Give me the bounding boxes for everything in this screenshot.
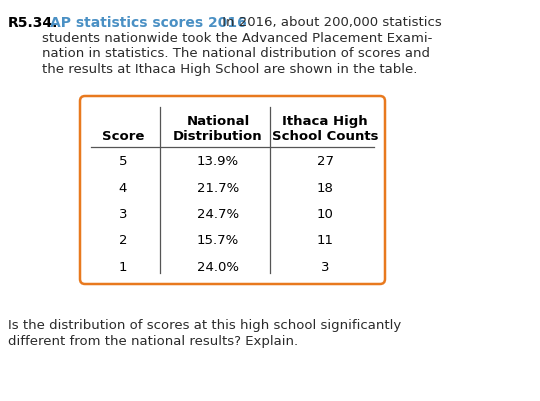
Text: 13.9%: 13.9% <box>197 155 239 168</box>
Text: Ithaca High: Ithaca High <box>282 115 368 128</box>
Text: 3: 3 <box>119 208 127 221</box>
Text: 27: 27 <box>316 155 334 168</box>
FancyBboxPatch shape <box>80 96 385 284</box>
Text: 18: 18 <box>316 182 333 194</box>
Text: 10: 10 <box>316 208 333 221</box>
Text: School Counts: School Counts <box>272 130 378 143</box>
Text: National: National <box>186 115 249 128</box>
Text: 21.7%: 21.7% <box>197 182 239 194</box>
Text: In 2016, about 200,000 statistics: In 2016, about 200,000 statistics <box>218 16 442 29</box>
Text: Score: Score <box>102 130 144 143</box>
Text: 24.0%: 24.0% <box>197 261 239 274</box>
Text: 4: 4 <box>119 182 127 194</box>
Text: the results at Ithaca High School are shown in the table.: the results at Ithaca High School are sh… <box>42 63 417 75</box>
Text: 1: 1 <box>119 261 127 274</box>
Text: 24.7%: 24.7% <box>197 208 239 221</box>
Text: nation in statistics. The national distribution of scores and: nation in statistics. The national distr… <box>42 47 430 60</box>
Text: 11: 11 <box>316 235 334 247</box>
Text: AP statistics scores 2016: AP statistics scores 2016 <box>50 16 247 30</box>
Text: students nationwide took the Advanced Placement Exami-: students nationwide took the Advanced Pl… <box>42 32 433 45</box>
Text: 2: 2 <box>119 235 127 247</box>
Text: Is the distribution of scores at this high school significantly: Is the distribution of scores at this hi… <box>8 319 401 332</box>
Text: R5.34.: R5.34. <box>8 16 58 30</box>
Text: different from the national results? Explain.: different from the national results? Exp… <box>8 334 298 348</box>
Text: 15.7%: 15.7% <box>197 235 239 247</box>
Text: 3: 3 <box>321 261 329 274</box>
Text: 5: 5 <box>119 155 127 168</box>
Text: Distribution: Distribution <box>173 130 263 143</box>
